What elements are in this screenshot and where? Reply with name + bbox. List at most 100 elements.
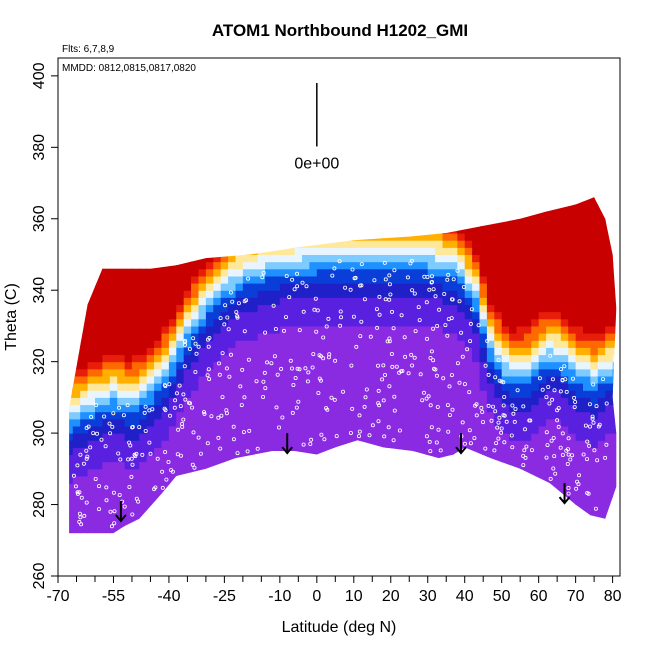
- field-cell: [369, 340, 377, 348]
- field-cell: [184, 483, 192, 491]
- field-cell: [236, 555, 244, 563]
- field-cell: [139, 483, 147, 491]
- field-cell: [420, 476, 428, 484]
- field-cell: [391, 483, 399, 491]
- field-cell: [443, 312, 451, 320]
- field-cell: [199, 226, 207, 234]
- x-tick-label: 10: [345, 588, 363, 605]
- field-cell: [199, 247, 207, 255]
- field-cell: [391, 297, 399, 305]
- field-cell: [613, 283, 621, 291]
- field-cell: [228, 376, 236, 384]
- field-cell: [487, 397, 495, 405]
- field-cell: [199, 440, 207, 448]
- field-cell: [309, 255, 317, 263]
- field-cell: [531, 255, 539, 263]
- field-cell: [605, 476, 613, 484]
- field-cell: [80, 383, 88, 391]
- field-cell: [191, 226, 199, 234]
- field-cell: [553, 440, 561, 448]
- field-cell: [154, 290, 162, 298]
- field-cell: [102, 469, 110, 477]
- field-cell: [524, 326, 532, 334]
- field-cell: [457, 247, 465, 255]
- field-cell: [309, 426, 317, 434]
- field-cell: [413, 319, 421, 327]
- field-cell: [420, 362, 428, 370]
- field-cell: [309, 383, 317, 391]
- field-cell: [213, 197, 221, 205]
- field-cell: [228, 333, 236, 341]
- field-cell: [317, 269, 325, 277]
- field-cell: [250, 562, 258, 570]
- field-cell: [568, 512, 576, 520]
- field-cell: [494, 319, 502, 327]
- field-cell: [317, 226, 325, 234]
- field-cell: [450, 497, 458, 505]
- field-cell: [309, 412, 317, 420]
- field-cell: [199, 305, 207, 313]
- field-cell: [346, 247, 354, 255]
- field-cell: [228, 497, 236, 505]
- field-cell: [132, 533, 140, 541]
- field-cell: [383, 319, 391, 327]
- field-cell: [95, 376, 103, 384]
- field-cell: [110, 469, 118, 477]
- field-cell: [494, 276, 502, 284]
- field-cell: [102, 290, 110, 298]
- field-cell: [265, 247, 273, 255]
- field-cell: [354, 497, 362, 505]
- field-cell: [391, 497, 399, 505]
- field-cell: [568, 369, 576, 377]
- field-cell: [154, 376, 162, 384]
- field-cell: [243, 533, 251, 541]
- field-cell: [443, 505, 451, 513]
- field-cell: [509, 255, 517, 263]
- field-cell: [590, 226, 598, 234]
- field-cell: [576, 226, 584, 234]
- field-cell: [154, 297, 162, 305]
- field-cell: [280, 533, 288, 541]
- field-cell: [531, 340, 539, 348]
- field-cell: [576, 276, 584, 284]
- field-cell: [398, 333, 406, 341]
- field-cell: [428, 205, 436, 213]
- field-cell: [176, 326, 184, 334]
- field-cell: [369, 490, 377, 498]
- field-cell: [598, 405, 606, 413]
- field-cell: [295, 426, 303, 434]
- field-cell: [502, 347, 510, 355]
- field-cell: [213, 326, 221, 334]
- field-cell: [443, 247, 451, 255]
- field-cell: [517, 262, 525, 270]
- field-cell: [450, 290, 458, 298]
- field-cell: [139, 390, 147, 398]
- field-cell: [272, 462, 280, 470]
- field-cell: [139, 383, 147, 391]
- field-cell: [243, 469, 251, 477]
- field-cell: [243, 219, 251, 227]
- field-cell: [199, 233, 207, 241]
- field-cell: [117, 190, 125, 198]
- field-cell: [280, 526, 288, 534]
- field-cell: [465, 383, 473, 391]
- field-cell: [132, 526, 140, 534]
- field-cell: [553, 197, 561, 205]
- field-cell: [199, 390, 207, 398]
- field-cell: [420, 226, 428, 234]
- field-cell: [73, 276, 81, 284]
- field-cell: [457, 526, 465, 534]
- field-cell: [309, 462, 317, 470]
- field-cell: [280, 405, 288, 413]
- field-cell: [228, 197, 236, 205]
- field-cell: [406, 490, 414, 498]
- field-cell: [539, 433, 547, 441]
- field-cell: [102, 362, 110, 370]
- field-cell: [568, 205, 576, 213]
- field-cell: [487, 497, 495, 505]
- field-cell: [80, 240, 88, 248]
- field-cell: [420, 426, 428, 434]
- field-cell: [568, 197, 576, 205]
- field-cell: [162, 212, 170, 220]
- field-cell: [457, 290, 465, 298]
